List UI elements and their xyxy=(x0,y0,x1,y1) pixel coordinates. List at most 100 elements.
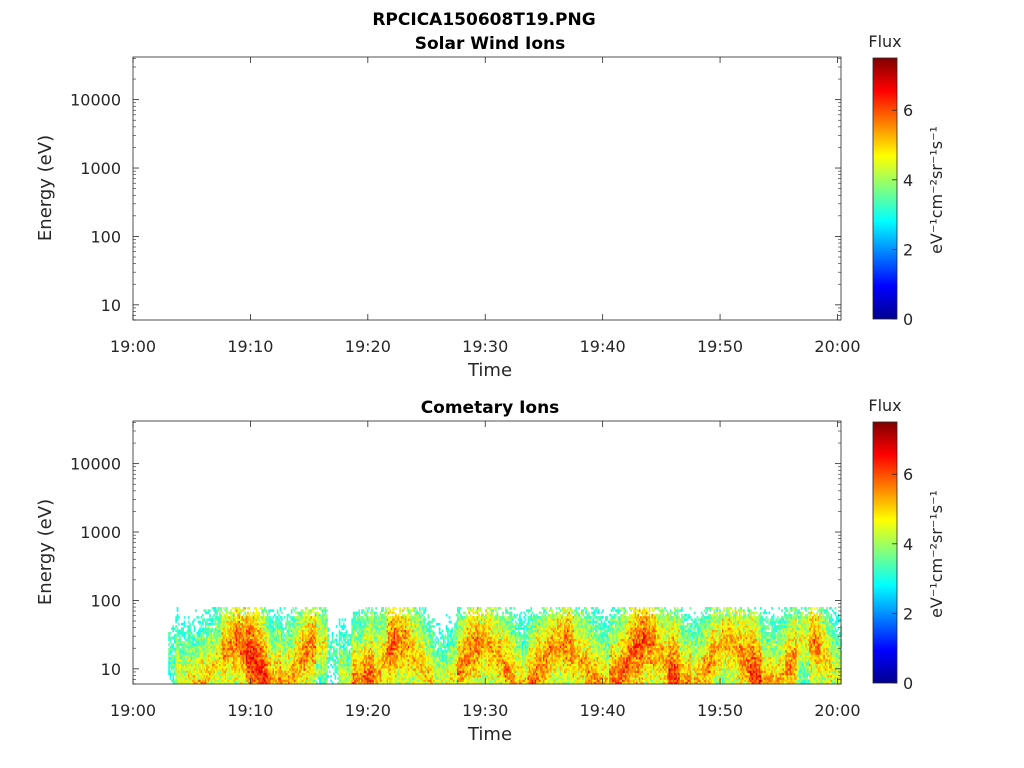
heatmap-cell xyxy=(295,665,297,669)
heatmap-cell xyxy=(310,618,313,621)
heatmap-cell xyxy=(361,647,363,651)
heatmap-cell xyxy=(347,668,349,671)
heatmap-cell xyxy=(175,663,177,667)
heatmap-cell xyxy=(214,652,217,655)
heatmap-cell xyxy=(303,650,306,653)
heatmap-cell xyxy=(279,620,282,624)
heatmap-cell xyxy=(220,641,223,644)
heatmap-cell xyxy=(196,631,199,635)
heatmap-cell xyxy=(310,654,313,658)
heatmap-cell xyxy=(194,647,197,651)
heatmap-cell xyxy=(290,616,293,619)
heatmap-cell xyxy=(364,622,366,626)
heatmap-cell xyxy=(261,665,263,669)
heatmap-cell xyxy=(176,659,179,662)
heatmap-cell xyxy=(210,647,213,651)
heatmap-cell xyxy=(314,665,317,669)
heatmap-cell xyxy=(269,652,272,655)
heatmap-cell xyxy=(221,674,224,678)
heatmap-cell xyxy=(361,618,363,621)
heatmap-cell xyxy=(357,622,359,626)
heatmap-cell xyxy=(323,629,325,633)
heatmap-cell xyxy=(258,659,261,662)
heatmap-cell xyxy=(248,631,251,635)
heatmap-cell xyxy=(349,634,352,637)
heatmap-cell xyxy=(397,620,400,624)
heatmap-cell xyxy=(349,679,352,683)
heatmap-cell xyxy=(228,677,231,680)
heatmap-cell xyxy=(255,674,258,678)
heatmap-cell xyxy=(299,643,301,646)
heatmap-cell xyxy=(406,616,409,619)
heatmap-cell xyxy=(402,677,404,680)
heatmap-cell xyxy=(240,665,242,669)
heatmap-cell xyxy=(202,629,204,633)
heatmap-cell xyxy=(311,620,314,624)
heatmap-cell xyxy=(199,670,201,673)
heatmap-cell xyxy=(237,638,239,642)
heatmap-cell xyxy=(261,670,263,673)
heatmap-cell xyxy=(209,622,211,626)
heatmap-cell xyxy=(286,631,289,635)
heatmap-cell xyxy=(280,665,283,669)
heatmap-cell xyxy=(382,654,385,658)
heatmap-cell xyxy=(200,679,203,683)
heatmap-cell xyxy=(304,638,307,642)
heatmap-cell xyxy=(357,627,359,630)
heatmap-cell xyxy=(326,631,328,635)
heatmap-cell xyxy=(395,634,397,637)
heatmap-cell xyxy=(338,674,341,678)
heatmap-cell xyxy=(289,652,292,655)
heatmap-cell xyxy=(214,656,217,660)
heatmap-cell xyxy=(218,668,221,671)
heatmap-cell xyxy=(286,618,289,621)
heatmap-cell xyxy=(382,647,385,651)
heatmap-cell xyxy=(321,679,324,683)
heatmap-cell xyxy=(385,672,387,676)
heatmap-cell xyxy=(358,627,361,630)
heatmap-cell xyxy=(276,618,279,621)
heatmap-cell xyxy=(307,650,310,653)
heatmap-cell xyxy=(354,679,356,683)
heatmap-cell xyxy=(362,663,365,667)
heatmap-cell xyxy=(344,636,347,640)
heatmap-cell xyxy=(171,643,173,646)
heatmap-cell xyxy=(362,609,365,612)
heatmap-cell xyxy=(311,638,314,642)
heatmap-cell xyxy=(256,674,259,678)
heatmap-cell xyxy=(323,650,325,653)
heatmap-cell xyxy=(171,659,173,662)
heatmap-cell xyxy=(379,659,382,662)
heatmap-cell xyxy=(396,620,399,624)
heatmap-cell xyxy=(327,656,330,660)
heatmap-cell xyxy=(172,645,175,649)
heatmap-cell xyxy=(362,631,365,635)
heatmap-cell xyxy=(204,641,207,644)
heatmap-cell xyxy=(368,665,371,669)
heatmap-cell xyxy=(313,631,316,635)
heatmap-cell xyxy=(362,643,365,646)
heatmap-cell xyxy=(369,620,372,624)
heatmap-cell xyxy=(286,643,289,646)
heatmap-cell xyxy=(406,679,409,683)
heatmap-cell xyxy=(365,638,368,642)
heatmap-cell xyxy=(224,627,227,630)
heatmap-cell xyxy=(278,668,280,671)
heatmap-cell xyxy=(254,654,256,658)
heatmap-cell xyxy=(194,663,197,667)
heatmap-cell xyxy=(204,636,207,640)
heatmap-cell xyxy=(287,634,290,637)
heatmap-cell xyxy=(200,636,203,640)
heatmap-cell xyxy=(255,663,258,667)
heatmap-cell xyxy=(197,629,200,633)
heatmap-cell xyxy=(310,634,313,637)
heatmap-cell xyxy=(241,627,244,630)
heatmap-cell xyxy=(358,636,361,640)
heatmap-cell xyxy=(333,661,335,664)
heatmap-cell xyxy=(317,643,320,646)
heatmap-cell xyxy=(194,650,197,653)
heatmap-cell xyxy=(324,634,327,637)
heatmap-cell xyxy=(187,647,190,651)
heatmap-cell xyxy=(345,681,348,685)
heatmap-cell xyxy=(218,665,221,669)
